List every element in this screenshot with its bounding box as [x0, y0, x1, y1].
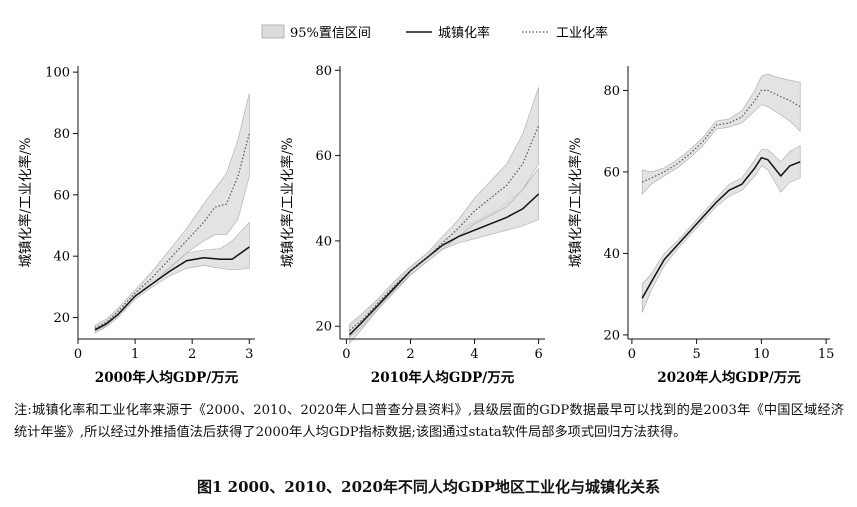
series-line-urban — [349, 193, 540, 336]
legend-industry-label: 工业化率 — [556, 25, 608, 41]
figure-caption: 图1 2000、2010、2020年不同人均GDP地区工业化与城镇化关系 — [196, 478, 660, 496]
y-tick-label: 20 — [53, 311, 70, 326]
y-tick-label: 60 — [603, 165, 620, 180]
legend-ci-label: 95%置信区间 — [290, 26, 371, 41]
series-line-urban — [94, 246, 250, 331]
ci-band-industry — [94, 93, 250, 332]
chart-panel-2: 0 2 4 6 20 40 60 80 2010年人均GDP/万元 城镇化率/工业化率/% — [279, 64, 545, 386]
series-line-urban — [641, 156, 801, 299]
x-axis-title: 2020年人均GDP/万元 — [657, 369, 801, 386]
y-tick-label: 20 — [603, 328, 620, 343]
ci-band-industry — [641, 73, 801, 196]
y-tick-label: 40 — [315, 234, 332, 249]
chart-panel-1: 0 1 2 3 20 40 60 80 100 2000年人均GDP/万元 城镇化率/工业化率/% — [17, 66, 255, 386]
y-tick-label: 80 — [315, 64, 332, 79]
figure-note: 注:城镇化率和工业化率来源于《2000、2010、2020年人口普查分县资料》,… — [14, 403, 844, 440]
x-tick-label: 15 — [818, 347, 835, 362]
y-tick-label: 100 — [45, 66, 70, 81]
x-tick-label: 0 — [628, 347, 636, 362]
x-tick-label: 4 — [470, 347, 478, 362]
y-tick-label: 80 — [603, 84, 620, 99]
y-tick-label: 60 — [53, 188, 70, 203]
x-axis-title: 2000年人均GDP/万元 — [95, 369, 239, 386]
figure-panels: 95%置信区间 城镇化率 工业化率 0 1 2 3204060801002000年人均… — [17, 24, 834, 386]
x-tick-label: 2 — [188, 347, 196, 362]
x-tick-label: 0 — [74, 347, 82, 362]
ci-band-industry — [349, 87, 539, 338]
ci-band-urban — [641, 144, 801, 313]
x-tick-label: 6 — [534, 347, 542, 362]
y-tick-label: 40 — [603, 247, 620, 262]
y-tick-label: 40 — [53, 250, 70, 265]
y-tick-label: 60 — [315, 149, 332, 164]
legend: 95%置信区间 城镇化率 工业化率 — [261, 24, 608, 41]
x-tick-label: 0 — [342, 347, 350, 362]
series-line-industry — [641, 89, 801, 183]
x-tick-label: 3 — [245, 347, 253, 362]
x-tick-label: 1 — [131, 347, 139, 362]
x-tick-label: 10 — [753, 347, 770, 362]
y-axis-title: 城镇化率/工业化率/% — [17, 137, 34, 267]
x-tick-label: 2 — [406, 347, 414, 362]
x-tick-label: 5 — [692, 347, 700, 362]
series-line-industry — [349, 125, 540, 331]
y-tick-label: 80 — [53, 127, 70, 142]
legend-urban-label: 城镇化率 — [438, 25, 490, 41]
y-axis-title: 城镇化率/工业化率/% — [567, 137, 584, 267]
x-axis-title: 2010年人均GDP/万元 — [371, 369, 515, 386]
chart-panel-3: 0 5 10 15 20 40 60 80 2020年人均GDP/万元 城镇化率/工业化率/% — [567, 66, 834, 386]
y-axis-title: 城镇化率/工业化率/% — [279, 137, 296, 267]
ci-band-urban — [94, 221, 250, 334]
y-tick-label: 20 — [315, 320, 332, 335]
legend-ci-swatch — [261, 24, 285, 39]
